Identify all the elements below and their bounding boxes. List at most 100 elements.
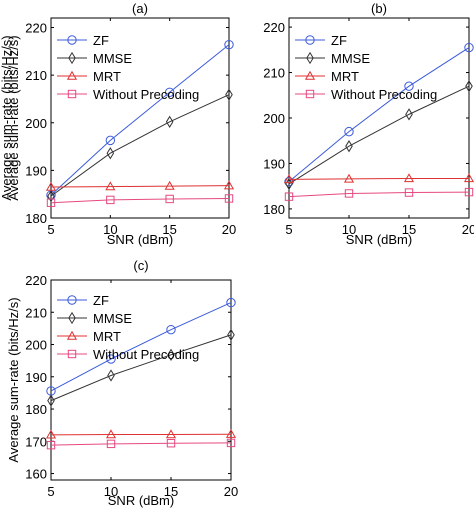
- legend-label: ZF: [331, 33, 347, 48]
- series-mrt: [45, 428, 237, 439]
- x-tick-label: 20: [222, 222, 236, 237]
- chart-title: (b): [371, 1, 387, 16]
- series-line: [288, 85, 470, 185]
- x-tick-label: 10: [342, 222, 356, 237]
- series-line: [50, 185, 230, 188]
- x-tick-label: 20: [224, 484, 238, 499]
- y-axis-label: Average sum-rate (bits/Hz/s): [6, 297, 21, 462]
- data-point: [106, 195, 115, 205]
- data-point: [166, 439, 176, 448]
- data-point: [226, 438, 236, 448]
- legend-marker: [67, 89, 77, 99]
- x-tick-label: 15: [164, 484, 178, 499]
- data-point: [403, 173, 415, 183]
- data-point: [284, 192, 294, 201]
- data-point: [227, 328, 235, 341]
- legend-marker: [67, 295, 77, 305]
- x-tick-label: 5: [47, 484, 54, 499]
- data-point: [165, 194, 174, 204]
- x-tick-label: 20: [462, 222, 474, 237]
- legend-marker: [306, 51, 314, 65]
- y-tick-label: 220: [25, 273, 47, 288]
- legend-label: Without Precoding: [331, 87, 437, 102]
- y-tick-label: 190: [263, 156, 285, 171]
- y-axis-label: Average sum-rate (bits/Hz/s): [6, 35, 21, 200]
- data-point: [343, 173, 355, 183]
- data-point: [47, 394, 55, 407]
- data-point: [345, 140, 353, 153]
- legend-label: ZF: [93, 293, 109, 308]
- y-tick-label: 180: [25, 211, 47, 226]
- data-point: [225, 428, 237, 438]
- y-tick-label: 200: [25, 116, 47, 131]
- legend-marker: [68, 311, 76, 325]
- legend-label: MMSE: [331, 51, 370, 66]
- data-point: [165, 115, 174, 128]
- chart-1: (b) 5 10 15 20 180 190 200 210 220 SNR (dBm) Averag…: [0, 1, 474, 247]
- series-zf: [46, 39, 234, 200]
- legend-marker: [305, 89, 315, 99]
- data-point: [405, 108, 413, 121]
- y-tick-label: 220: [25, 21, 47, 36]
- data-point: [105, 429, 117, 439]
- x-tick-label: 5: [285, 222, 292, 237]
- data-point: [465, 80, 473, 93]
- legend-marker: [68, 51, 76, 65]
- series-line: [50, 44, 230, 196]
- x-tick-label: 15: [162, 222, 176, 237]
- plot-frame: [50, 279, 232, 481]
- data-point: [106, 147, 115, 160]
- data-point: [165, 429, 177, 439]
- data-point: [47, 189, 55, 203]
- x-tick-label: 5: [47, 222, 54, 237]
- x-tick-label: 10: [103, 222, 117, 237]
- data-point: [107, 369, 115, 382]
- series-line: [50, 197, 230, 204]
- data-point: [404, 188, 414, 197]
- legend-label: Without Precoding: [93, 347, 199, 362]
- data-point: [164, 87, 175, 97]
- series-line: [50, 94, 230, 197]
- x-axis-label: SNR (dBm): [108, 493, 174, 508]
- y-tick-label: 220: [263, 20, 285, 35]
- data-point: [404, 81, 414, 91]
- legend-label: MMSE: [93, 311, 132, 326]
- data-point: [226, 297, 236, 308]
- legend-marker: [66, 70, 78, 80]
- legend: ZF MMSE MRT Without Precoding: [295, 33, 437, 102]
- plot-frame: [288, 17, 470, 219]
- y-tick-label: 170: [25, 434, 47, 449]
- y-tick-label: 190: [25, 370, 47, 385]
- series-line: [288, 191, 470, 198]
- x-axis-label: SNR (dBm): [346, 232, 412, 247]
- data-point: [464, 187, 474, 197]
- series-without-precoding: [46, 194, 234, 207]
- data-point: [166, 324, 176, 335]
- legend-label: MRT: [331, 69, 359, 84]
- legend: ZF MMSE MRT Without Precoding: [57, 293, 199, 362]
- legend-label: MRT: [93, 329, 121, 344]
- x-axis-label: SNR (dBm): [107, 232, 173, 247]
- data-point: [344, 189, 354, 198]
- data-point: [344, 126, 354, 137]
- data-point: [464, 42, 474, 53]
- data-point: [224, 39, 234, 50]
- series-mmse: [47, 328, 235, 407]
- chart-2: (c) 5 10 15 20 160 170 180 190 200 210 220 SNR (dBm)…: [6, 258, 238, 508]
- series-line: [50, 302, 232, 392]
- legend-marker: [304, 70, 316, 80]
- legend-label: MMSE: [93, 51, 132, 66]
- data-point: [105, 135, 116, 146]
- chart-title: (c): [133, 258, 148, 273]
- chart-title: (a): [132, 1, 148, 16]
- legend-marker: [66, 330, 78, 340]
- legend-label: Without Precoding: [93, 87, 199, 102]
- y-tick-label: 210: [25, 68, 47, 83]
- data-point: [105, 181, 116, 191]
- legend-label: MRT: [93, 69, 121, 84]
- series-mmse: [47, 88, 233, 203]
- plot-frame: [50, 17, 230, 219]
- series-line: [288, 177, 469, 180]
- series-without-precoding: [284, 187, 474, 201]
